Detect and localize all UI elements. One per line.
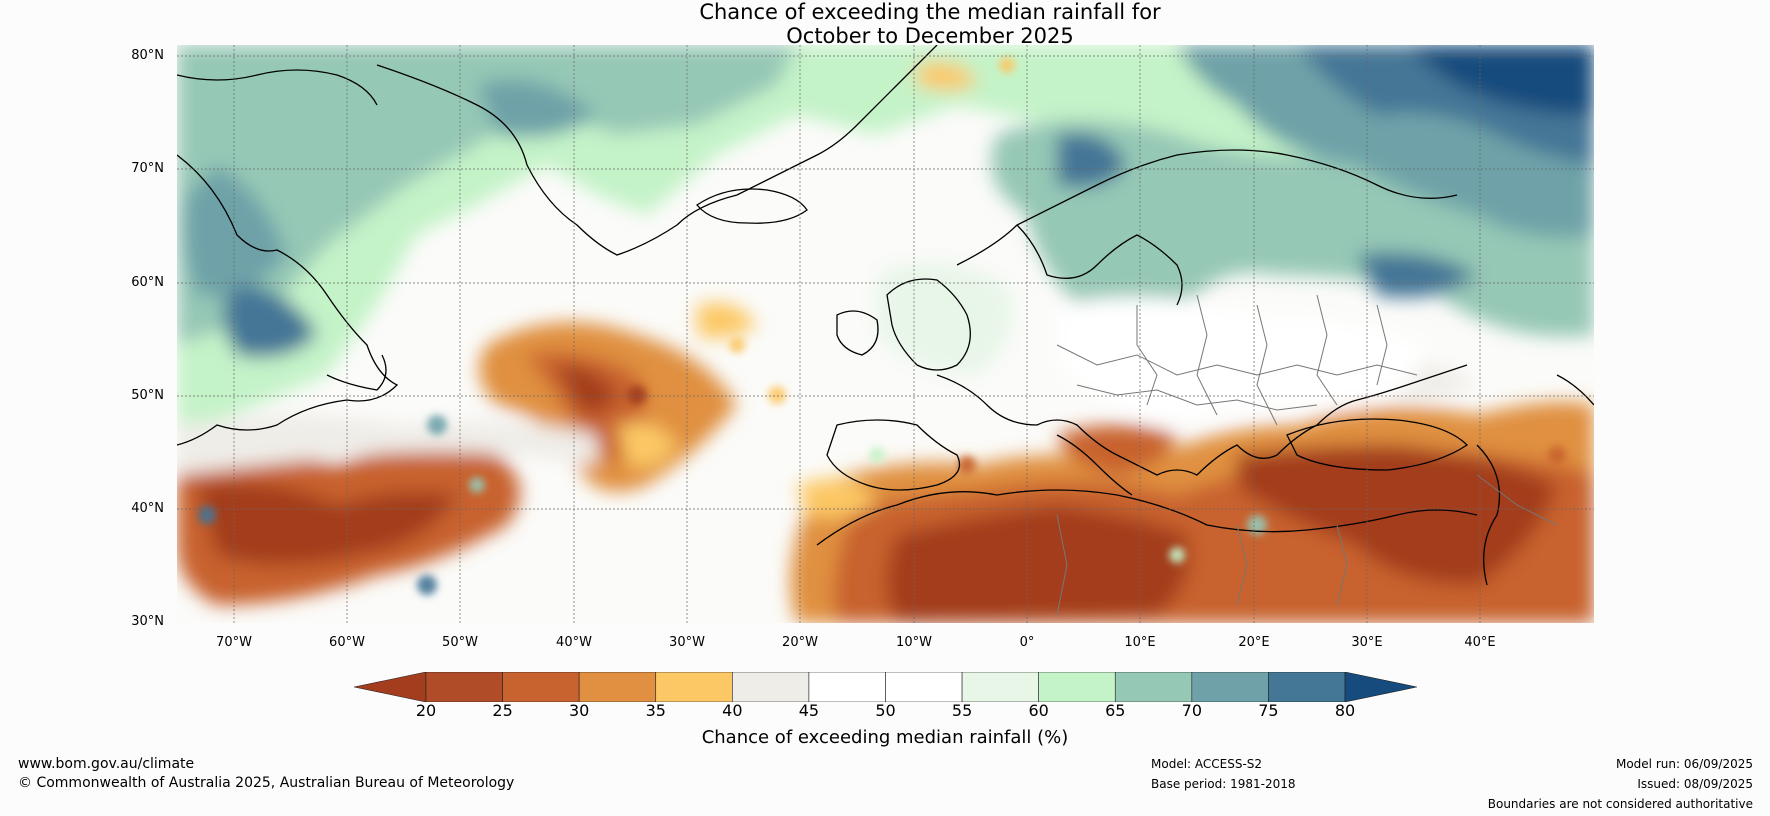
lon-label-10w: 10°W <box>896 635 932 650</box>
colorbar-title: Chance of exceeding median rainfall (%) <box>701 727 1069 748</box>
footer-base-period: Base period: 1981-2018 <box>1151 777 1296 791</box>
footer-url: www.bom.gov.au/climate <box>18 756 195 772</box>
lat-label-80n: 80°N <box>131 48 164 63</box>
colorbar-tick-label: 55 <box>951 701 973 720</box>
lat-label-40n: 40°N <box>131 501 164 516</box>
lon-label-40w: 40°W <box>556 635 592 650</box>
colorbar-svg <box>353 671 1418 703</box>
colorbar-bin <box>1268 671 1346 703</box>
national-boundaries <box>1056 294 1558 616</box>
colorbar-bin <box>578 671 657 703</box>
lon-label-60w: 60°W <box>329 635 365 650</box>
lon-label-10e: 10°E <box>1124 635 1156 650</box>
sweden-coast <box>1016 224 1183 306</box>
lon-label-40e: 40°E <box>1464 635 1496 650</box>
colorbar-bin <box>655 671 733 703</box>
probability-fields <box>177 45 1594 623</box>
colorbar-bin <box>885 671 963 703</box>
colorbar-tick-label: 25 <box>492 701 513 720</box>
colorbar-extension-low <box>353 671 427 703</box>
map-title: Chance of exceeding the median rainfall … <box>0 0 1770 48</box>
north-america-coast <box>177 154 399 446</box>
colorbar-tick-label: 45 <box>798 701 820 720</box>
lat-label-50n: 50°N <box>131 388 164 403</box>
colorbar-tick-label: 80 <box>1334 701 1356 720</box>
near-east-coast <box>1476 444 1501 586</box>
probability-speckles <box>198 57 1566 595</box>
arctic-canada-coast <box>177 69 378 106</box>
lat-label-30n: 30°N <box>131 614 164 629</box>
caspian-coast <box>1556 374 1594 406</box>
graticule <box>177 45 1594 623</box>
iceland-coast <box>696 188 808 224</box>
lat-label-70n: 70°N <box>131 161 164 176</box>
colorbar-bin <box>1114 671 1193 703</box>
colorbar-bin <box>808 671 886 703</box>
lon-label-0: 0° <box>1019 635 1035 650</box>
rainfall-map <box>177 45 1594 623</box>
lon-label-20w: 20°W <box>782 635 818 650</box>
colorbar-bin <box>502 671 580 703</box>
colorbar-bin <box>1038 671 1116 703</box>
great-britain-coast <box>886 278 971 371</box>
colorbar-bin <box>1191 671 1269 703</box>
footer-issued: Issued: 08/09/2025 <box>1637 777 1753 791</box>
lon-label-50w: 50°W <box>442 635 478 650</box>
newfoundland-coast <box>326 354 387 391</box>
lon-label-70w: 70°W <box>216 635 252 650</box>
footer-copyright: © Commonwealth of Australia 2025, Austra… <box>18 775 515 791</box>
colorbar <box>353 671 1418 703</box>
map-svg <box>177 45 1594 623</box>
footer-model-run: Model run: 06/09/2025 <box>1615 757 1753 771</box>
colorbar-tick-label: 60 <box>1028 701 1049 720</box>
colorbar-tick-label: 40 <box>722 701 743 720</box>
europe-coast <box>936 364 1468 476</box>
italy-coast <box>1056 434 1133 496</box>
coastlines <box>177 45 1594 586</box>
north-africa-coast <box>816 489 1478 546</box>
colorbar-tick-label: 65 <box>1105 701 1126 720</box>
colorbar-tick-label: 75 <box>1258 701 1279 720</box>
colorbar-extension-high <box>1344 671 1418 703</box>
colorbar-tick-label: 35 <box>645 701 666 720</box>
colorbar-tick-label: 30 <box>568 701 590 720</box>
black-sea-coast <box>1286 418 1469 471</box>
colorbar-bin <box>961 671 1039 703</box>
iberia-coast <box>826 419 961 491</box>
title-line-2: October to December 2025 <box>786 24 1074 48</box>
greenland-coast <box>376 45 938 256</box>
footer-disclaimer: Boundaries are not considered authoritat… <box>1487 797 1753 811</box>
colorbar-tick-label: 20 <box>415 701 437 720</box>
footer-model: Model: ACCESS-S2 <box>1151 757 1263 771</box>
ireland-coast <box>836 310 879 356</box>
lon-label-20e: 20°E <box>1238 635 1270 650</box>
lon-label-30e: 30°E <box>1351 635 1383 650</box>
colorbar-tick-label: 50 <box>875 701 896 720</box>
colorbar-bin <box>732 671 810 703</box>
colorbar-bin <box>425 671 503 703</box>
title-line-1: Chance of exceeding the median rainfall … <box>699 0 1161 24</box>
lon-label-30w: 30°W <box>669 635 705 650</box>
colorbar-tick-label: 70 <box>1181 701 1202 720</box>
lat-label-60n: 60°N <box>131 275 164 290</box>
